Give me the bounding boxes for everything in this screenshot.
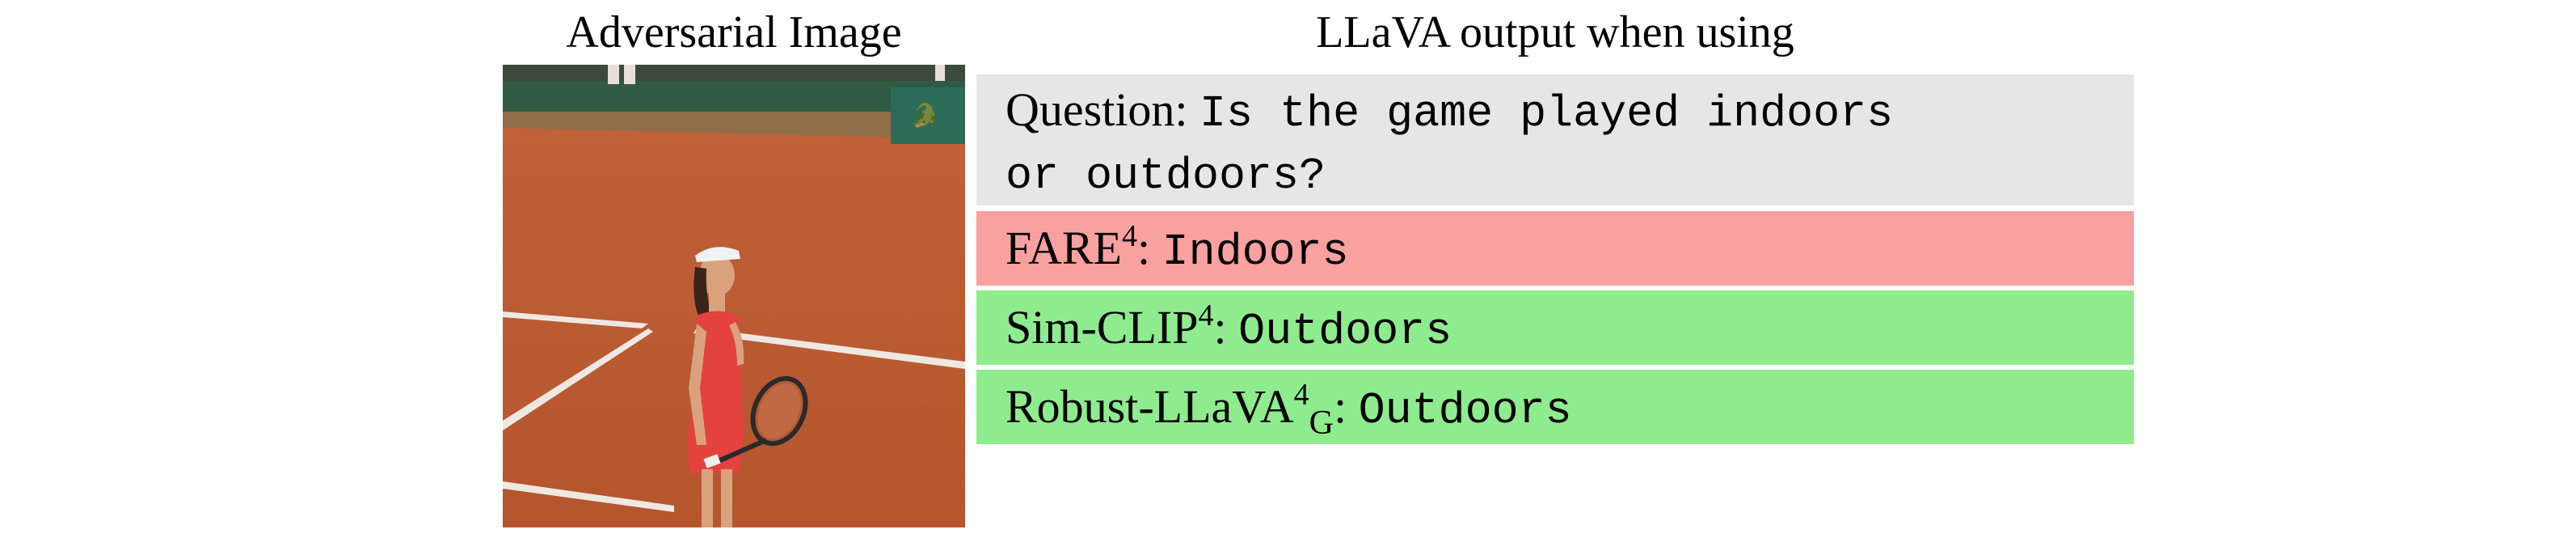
model-answer: Outdoors — [1358, 385, 1572, 436]
output-column-title: LLaVA output when using — [1316, 7, 1794, 57]
model-subscript: G — [1309, 405, 1334, 442]
model-superscript: 4 — [1293, 378, 1309, 412]
model-answer: Outdoors — [1238, 306, 1452, 357]
question-text-line1: Is the game played indoors — [1199, 88, 1894, 139]
image-column-title: Adversarial Image — [566, 7, 902, 57]
answer-row-sim-clip: Sim-CLIP4: Outdoors — [976, 290, 2134, 365]
model-superscript: 4 — [1121, 219, 1137, 253]
question-text-line2: or outdoors? — [1006, 150, 1326, 201]
model-name: Robust-LLaVA — [1006, 380, 1294, 433]
model-superscript: 4 — [1198, 299, 1214, 333]
model-answer: Indoors — [1162, 227, 1349, 277]
answer-row-robust-llava: Robust-LLaVA4G: Outdoors — [976, 370, 2134, 444]
question-box: Question: Is the game played indoors or … — [976, 74, 2134, 205]
question-label: Question: — [1006, 83, 1188, 136]
model-name: Sim-CLIP — [1006, 301, 1199, 354]
answer-row-fare: FARE4: Indoors — [976, 211, 2134, 286]
adversarial-image: 🐊 — [503, 65, 965, 527]
model-name: FARE — [1006, 222, 1122, 274]
svg-text:🐊: 🐊 — [911, 101, 939, 129]
